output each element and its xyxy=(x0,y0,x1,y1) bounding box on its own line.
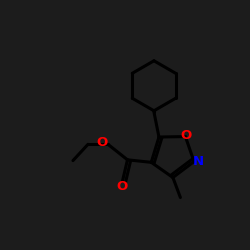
Text: O: O xyxy=(117,180,128,193)
Text: N: N xyxy=(193,155,204,168)
Text: O: O xyxy=(97,136,108,149)
Text: O: O xyxy=(180,129,192,142)
